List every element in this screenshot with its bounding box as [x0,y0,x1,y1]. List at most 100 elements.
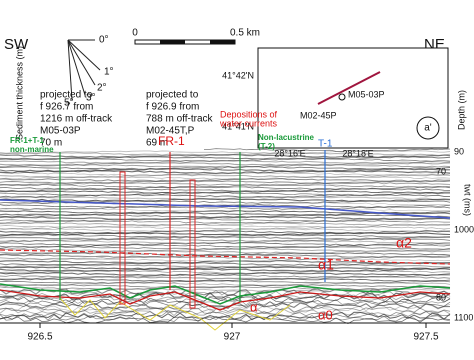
reflector [0,248,450,252]
twt-tick-label: 1000 [454,224,474,234]
reflector [0,182,451,186]
reflector [0,224,451,228]
horizon-alpha2 [0,199,451,219]
twt-tick-label: 1100 [454,312,473,322]
horizon-label: α1 [318,257,334,273]
reflector [0,216,451,220]
compass [67,39,101,101]
note: FR-1+T-1 [10,136,45,145]
reflector [0,310,451,318]
note: Depositions of [220,109,278,119]
scale-label: 0.5 km [230,28,260,39]
compass-tick: 1° [104,67,114,78]
compass-tick: 3° [86,93,96,104]
reflector [0,258,451,262]
horizon-label: α0 [318,307,333,322]
inset-site [338,93,346,101]
depth-tick-label: 70 [436,166,446,176]
reflector [0,270,451,274]
note: 69 m [146,138,168,149]
reflector [0,154,451,158]
note: f 926.9 from [146,102,199,113]
note: non-marine [10,145,54,154]
reflector [0,188,451,192]
t1-label: T-1 [318,139,333,150]
reflector [0,254,451,258]
inset-track [317,71,381,105]
reflector [0,298,451,306]
inset-site-label: M02-45P [300,110,337,120]
note: (T-2) [258,142,275,151]
reflector [0,268,451,272]
reflector [0,194,450,198]
x-tick-label: 927.5 [413,332,438,343]
reflector [0,178,451,182]
note: projected to [40,90,93,101]
reflector [0,156,451,160]
reflector [0,278,451,282]
core [119,171,126,305]
depth-tick-label: 80 [436,292,446,302]
reflector [0,252,451,256]
fr1-label: FR-1 [158,134,185,148]
reflector [0,164,451,168]
horizon-alpha0 [0,289,451,311]
reflector [0,303,451,313]
inset-map [257,47,449,149]
reflector [0,234,451,238]
note: 788 m off-track [146,114,214,125]
reflector [0,280,451,284]
reflector [0,226,451,230]
reflector [0,208,451,212]
reflector [0,180,451,184]
axes: 926.5 927 927.5 90 1000 1100 70 80 [27,146,474,342]
inset-panel-label: a' [424,123,432,134]
inset-lon: 28°16'E [274,148,305,158]
reflector [0,250,451,254]
note: Non-lacustrine [258,133,315,142]
reflector [0,306,451,315]
horizon-alpha1 [0,249,451,265]
reflector [0,196,451,200]
reflector [0,228,451,232]
scale-bar [160,40,185,44]
reflector [0,276,451,280]
reflector [0,166,451,170]
reflector [0,262,451,266]
reflector [0,292,451,301]
reflector [0,202,451,206]
reflector [0,160,451,164]
reflector [0,238,451,242]
note: water currents [219,118,278,128]
compass-tick: 0° [99,35,109,46]
reflector [0,307,451,317]
reflector [0,300,451,308]
reflector [0,172,451,176]
reflector [0,264,451,268]
seismic-profile [0,148,451,325]
reflector [0,184,451,188]
side-label: SW [4,36,29,53]
reflector [0,266,451,270]
reflector [0,282,451,286]
inset-site-label: M05-03P [348,89,385,99]
reflector [0,286,451,290]
note: projected to [146,90,199,101]
reflector [0,256,451,260]
scale-label: 0 [132,28,138,39]
note: 70 m [40,138,62,149]
reflector [0,316,451,325]
compass-tick: 2° [97,83,107,94]
reflector [0,314,451,323]
reflector [0,246,451,250]
core [189,179,196,309]
reflector [0,192,450,196]
reflector [0,284,451,288]
compass-label: Sediment thickness (m) [14,46,24,140]
reflector [0,260,451,264]
x-tick-label: 926.5 [27,332,52,343]
reflector [0,272,451,276]
reflector [0,176,451,180]
reflector [0,212,451,216]
